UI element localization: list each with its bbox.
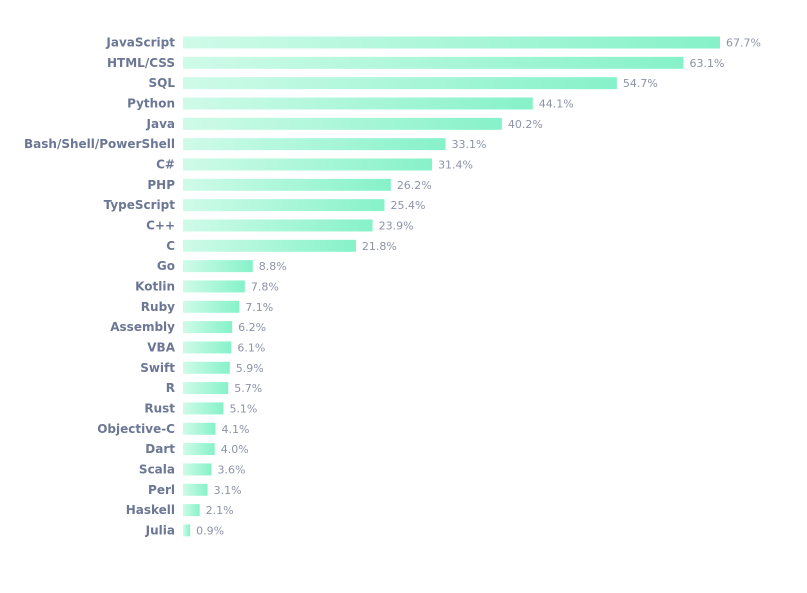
value-label-c: 23.9% (379, 219, 414, 232)
bar-r (183, 382, 229, 395)
bar-c (183, 239, 356, 252)
value-label-c: 21.8% (362, 240, 397, 253)
category-label-c: C# (156, 157, 175, 171)
bar-kotlin (183, 280, 245, 293)
bar-c (183, 219, 373, 232)
category-label-assembly: Assembly (110, 320, 175, 334)
category-label-go: Go (157, 259, 175, 273)
value-label-scala: 3.6% (218, 463, 246, 476)
value-label-php: 26.2% (397, 179, 432, 192)
value-label-python: 44.1% (539, 97, 574, 110)
category-label-objective-c: Objective-C (97, 422, 175, 436)
value-label-r: 5.7% (234, 382, 262, 395)
category-label-typescript: TypeScript (104, 198, 176, 212)
bar-rust (183, 402, 224, 415)
value-label-ruby: 7.1% (245, 301, 273, 314)
value-label-java: 40.2% (508, 118, 543, 131)
value-label-assembly: 6.2% (238, 321, 266, 334)
value-label-swift: 5.9% (236, 362, 264, 375)
value-labels: 67.7%63.1% 54.7% 44.1% 40.2% 33.1% 31.4% 26.2%… (196, 37, 761, 538)
value-label-html-css: 63.1% (690, 57, 725, 70)
bar-c (183, 158, 433, 171)
category-label-vba: VBA (147, 340, 175, 354)
value-label-sql: 54.7% (623, 77, 658, 90)
category-label-perl: Perl (148, 483, 175, 497)
category-label-javascript: JavaScript (105, 36, 175, 50)
value-label-typescript: 25.4% (390, 199, 425, 212)
category-label-python: Python (127, 96, 175, 110)
value-label-c: 31.4% (438, 158, 473, 171)
value-label-go: 8.8% (259, 260, 287, 273)
bar-typescript (183, 199, 385, 212)
category-label-html-css: HTML/CSS (107, 56, 175, 70)
bar-java (183, 117, 502, 130)
value-label-objective-c: 4.1% (222, 423, 250, 436)
category-label-c: C (166, 239, 175, 253)
value-label-haskell: 2.1% (206, 504, 234, 517)
bar-objective-c (183, 422, 216, 435)
category-label-php: PHP (147, 178, 175, 192)
bar-swift (183, 361, 230, 374)
value-label-perl: 3.1% (214, 484, 242, 497)
value-label-vba: 6.1% (237, 341, 265, 354)
bar-haskell (183, 504, 200, 517)
bar-python (183, 97, 533, 110)
category-label-ruby: Ruby (141, 300, 175, 314)
bar-scala (183, 463, 212, 476)
bar-dart (183, 443, 215, 456)
category-label-scala: Scala (139, 462, 175, 476)
category-label-julia: Julia (145, 523, 175, 537)
category-label-kotlin: Kotlin (135, 279, 175, 293)
bar-julia (183, 524, 191, 537)
bar-php (183, 178, 391, 191)
bar-sql (183, 77, 617, 90)
category-labels: JavaScript HTML/CSS SQL Python Java Bash/Shel… (24, 36, 176, 538)
bar-html-css (183, 56, 684, 69)
bar-javascript (183, 36, 720, 49)
value-label-dart: 4.0% (221, 443, 249, 456)
category-label-c: C++ (146, 218, 175, 232)
category-label-rust: Rust (144, 401, 175, 415)
value-label-bash-shell-powershell: 33.1% (452, 138, 487, 151)
category-label-dart: Dart (145, 442, 175, 456)
value-label-javascript: 67.7% (726, 37, 761, 50)
category-label-r: R (166, 381, 175, 395)
bar-assembly (183, 321, 233, 334)
value-label-kotlin: 7.8% (251, 280, 279, 293)
bars-group (183, 36, 720, 537)
bar-go (183, 260, 253, 273)
category-label-bash-shell-powershell: Bash/Shell/PowerShell (24, 137, 175, 151)
bar-perl (183, 483, 208, 496)
bar-ruby (183, 300, 240, 313)
category-label-swift: Swift (140, 361, 175, 375)
category-label-sql: SQL (149, 76, 176, 90)
category-label-java: Java (146, 117, 175, 131)
bar-vba (183, 341, 232, 354)
category-label-haskell: Haskell (126, 503, 175, 517)
value-label-julia: 0.9% (196, 524, 224, 537)
bar-bash-shell-powershell (183, 138, 446, 151)
value-label-rust: 5.1% (229, 402, 257, 415)
